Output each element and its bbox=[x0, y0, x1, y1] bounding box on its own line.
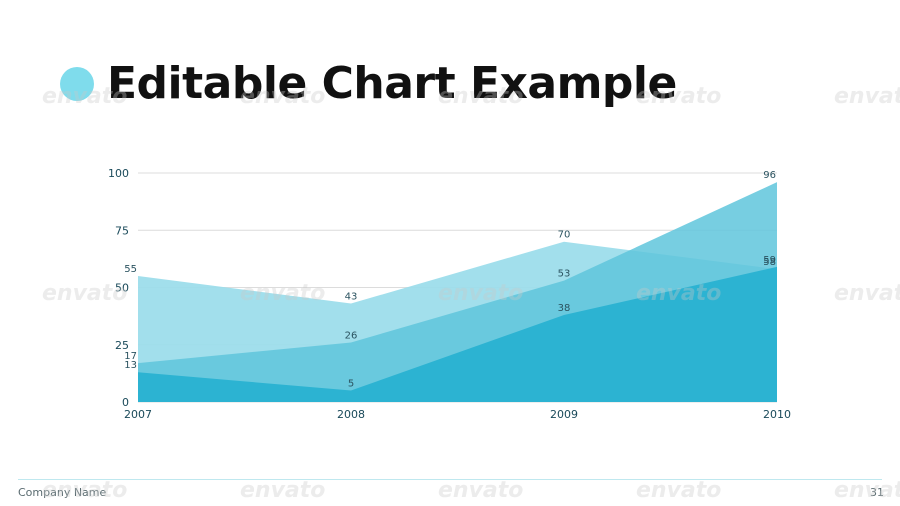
data-label: 17 bbox=[124, 351, 137, 362]
data-label: 70 bbox=[558, 230, 571, 241]
data-label: 5 bbox=[348, 379, 354, 390]
footer-page-number: 31 bbox=[870, 486, 884, 499]
data-label: 43 bbox=[345, 292, 358, 303]
data-label: 26 bbox=[345, 330, 358, 341]
y-tick-label: 75 bbox=[115, 224, 129, 237]
y-tick-label: 100 bbox=[108, 167, 129, 180]
y-tick-label: 0 bbox=[122, 396, 129, 409]
y-axis-ticks: 0 25 50 75 100 bbox=[108, 167, 129, 409]
slide-title: Editable Chart Example bbox=[107, 58, 677, 109]
data-label: 96 bbox=[763, 170, 776, 181]
title-bullet-dot bbox=[60, 66, 94, 101]
x-tick-label: 2007 bbox=[124, 408, 152, 421]
footer-company-name: Company Name bbox=[18, 486, 107, 499]
chart-areas bbox=[138, 182, 777, 402]
y-tick-label: 50 bbox=[115, 282, 129, 295]
x-tick-label: 2008 bbox=[337, 408, 365, 421]
title-row: Editable Chart Example bbox=[60, 58, 677, 109]
data-label: 55 bbox=[124, 264, 137, 275]
footer-divider bbox=[18, 479, 882, 480]
x-axis-ticks: 2007 2008 2009 2010 bbox=[124, 408, 791, 421]
data-label: 58 bbox=[763, 257, 776, 268]
x-tick-label: 2009 bbox=[550, 408, 578, 421]
area-series-3 bbox=[138, 266, 777, 402]
data-label: 53 bbox=[558, 269, 571, 280]
data-label: 38 bbox=[558, 303, 571, 314]
data-label: 59 bbox=[763, 255, 776, 266]
x-tick-label: 2010 bbox=[763, 408, 791, 421]
data-label: 13 bbox=[124, 360, 137, 371]
y-tick-label: 25 bbox=[115, 339, 129, 352]
data-labels: 55 43 70 58 17 26 53 96 13 5 38 59 bbox=[124, 170, 776, 389]
